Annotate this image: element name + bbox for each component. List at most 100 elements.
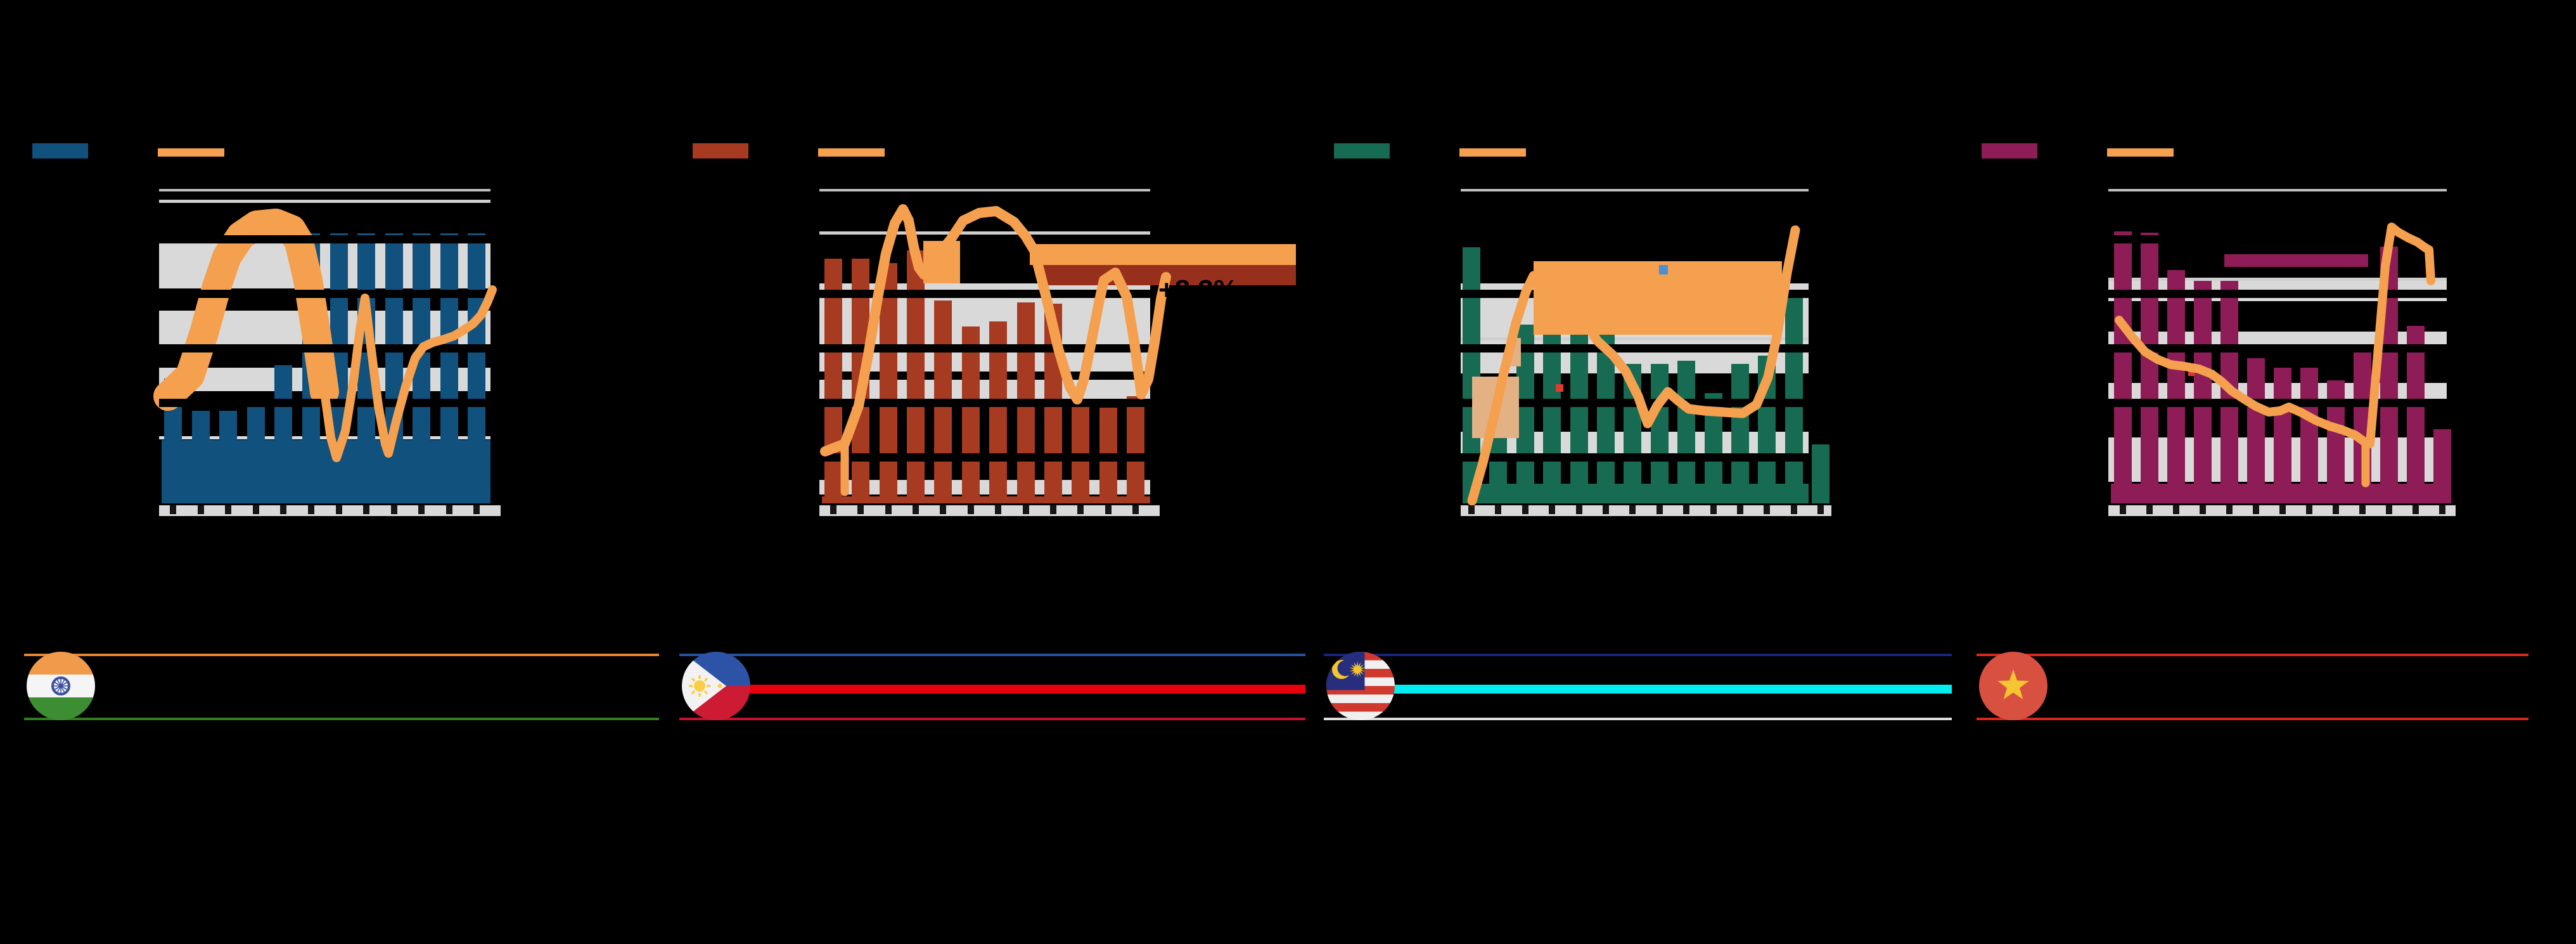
x-axis-tick	[968, 505, 974, 514]
reference-gridline	[819, 231, 1150, 235]
federal-star	[1349, 661, 1366, 678]
chakra-spoke	[54, 682, 61, 687]
sun-ray	[691, 690, 696, 695]
x-axis-tick	[1817, 505, 1824, 514]
gridline-cut	[819, 344, 1150, 352]
bar	[2433, 429, 2451, 503]
bar	[880, 263, 897, 503]
legend-bar-swatch	[32, 143, 88, 158]
trend-line	[1467, 225, 1800, 506]
bar	[1785, 292, 1803, 503]
x-axis-tick	[363, 505, 369, 514]
gridline-cut	[2108, 235, 2447, 243]
x-axis-tick	[913, 505, 919, 514]
x-axis-tick	[1683, 505, 1689, 514]
header-separator-line	[2108, 189, 2447, 191]
x-axis-tick	[1629, 505, 1636, 514]
bar-series	[164, 233, 485, 503]
bar-mass	[822, 496, 1150, 503]
x-axis-tick	[995, 505, 1001, 514]
x-axis-tick	[1105, 505, 1112, 514]
x-axis-strip	[1461, 505, 1831, 516]
x-axis-tick	[1132, 505, 1139, 514]
bar	[2300, 368, 2318, 503]
trend-line	[2115, 223, 2435, 448]
gridline-cut	[1461, 235, 1809, 243]
bar	[907, 250, 925, 503]
gridline-cut	[819, 290, 1150, 298]
x-axis-tick	[198, 505, 204, 514]
chakra-spoke	[60, 682, 68, 687]
flag-rule-bottom	[1977, 718, 2528, 720]
bar	[192, 411, 210, 503]
x-axis-tick	[1764, 505, 1770, 514]
bar	[247, 404, 265, 503]
x-axis-tick	[2386, 505, 2392, 514]
x-axis-tick	[1710, 505, 1717, 514]
chakra-spoke	[56, 685, 61, 693]
gridline-cut	[2108, 399, 2447, 407]
flag-rule-top	[679, 654, 1305, 656]
x-axis-tick	[885, 505, 892, 514]
sun-ray	[691, 677, 696, 682]
gridline-cut	[1461, 344, 1809, 352]
trend-line	[320, 285, 497, 462]
gridline-cut	[819, 235, 1150, 243]
x-axis-strip	[159, 505, 501, 516]
x-axis-tick	[1576, 505, 1582, 514]
annotation-label: +8.3%	[1158, 275, 1238, 306]
trend-line-thick	[153, 209, 339, 411]
flag-stripe	[1326, 703, 1395, 712]
panel-philippines: +8.3%	[679, 143, 1305, 720]
sun	[694, 680, 705, 692]
orange-band	[1030, 244, 1296, 265]
flag-icon-malaysia	[1326, 652, 1395, 720]
bar	[1731, 364, 1749, 503]
bar	[2114, 231, 2132, 503]
x-axis-tick	[1656, 505, 1663, 514]
bar	[2274, 368, 2291, 503]
chakra-spoke	[56, 679, 61, 687]
x-axis-tick	[2200, 505, 2206, 514]
x-axis-tick	[308, 505, 314, 514]
gridline-cut	[819, 399, 1150, 407]
chakra-spoke	[60, 685, 68, 690]
legend-line-swatch	[1459, 148, 1526, 157]
x-axis-tick	[1077, 505, 1084, 514]
bar	[274, 365, 292, 503]
chakra-spoke	[60, 685, 65, 693]
chakra-spoke	[60, 679, 65, 687]
x-axis-tick	[830, 505, 836, 514]
red-tick	[1556, 384, 1563, 392]
legend-bar-swatch	[1334, 143, 1390, 158]
x-axis-tick	[2253, 505, 2259, 514]
x-axis-tick	[2306, 505, 2312, 514]
zebra-stripe	[819, 480, 1150, 495]
flag-rule-bottom	[1324, 718, 1952, 720]
header-separator-line	[159, 189, 490, 191]
legend-bar-swatch	[693, 143, 748, 158]
flag-accent-band	[748, 685, 1305, 694]
x-axis-tick	[1495, 505, 1501, 514]
bar	[1543, 328, 1561, 503]
gridline-cut	[159, 344, 490, 352]
x-axis-strip	[819, 505, 1160, 516]
flag-icon-vietnam	[1979, 652, 2047, 720]
flag-stripe	[1326, 694, 1395, 703]
x-axis-tick	[2359, 505, 2366, 514]
gridline-cut	[159, 235, 490, 243]
panel-malaysia	[1324, 143, 1952, 720]
x-axis-tick	[1603, 505, 1609, 514]
x-axis-tick	[1791, 505, 1797, 514]
panel-vietnam	[1977, 143, 2528, 720]
x-axis-tick	[2333, 505, 2339, 514]
x-axis-tick	[940, 505, 946, 514]
header-separator-line	[819, 189, 1150, 191]
bar	[1127, 396, 1144, 503]
x-axis-tick	[2226, 505, 2233, 514]
x-axis-tick	[253, 505, 259, 514]
gridline-cut	[819, 453, 1150, 462]
gridline-cut	[2108, 290, 2447, 298]
